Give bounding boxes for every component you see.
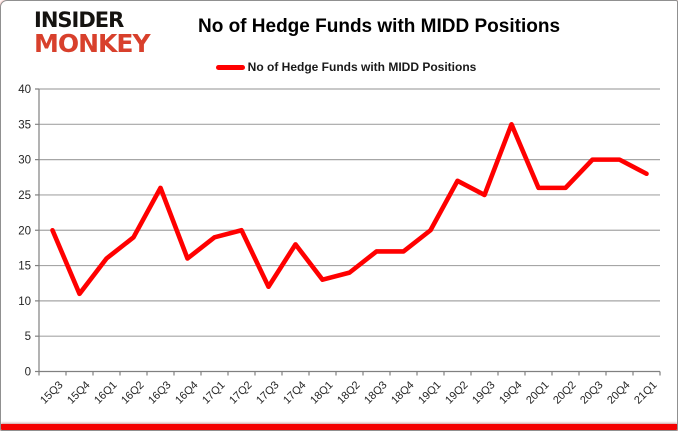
x-axis-label: 17Q3 [254, 379, 282, 407]
y-axis-label: 40 [18, 84, 31, 96]
x-axis-label: 18Q2 [335, 379, 363, 407]
x-axis-label: 18Q1 [308, 379, 336, 407]
logo-text-insider: INSIDER [34, 8, 124, 32]
x-axis-label: 16Q4 [173, 379, 201, 407]
y-axis-label: 0 [25, 367, 31, 379]
y-axis-label: 5 [25, 331, 31, 343]
x-axis-label: 19Q1 [416, 379, 444, 407]
y-axis-label: 30 [18, 155, 31, 167]
y-axis-label: 25 [18, 190, 31, 202]
legend: No of Hedge Funds with MIDD Positions [15, 60, 677, 74]
x-axis-label: 15Q3 [38, 379, 66, 407]
insider-monkey-logo: INSIDER MONKEY [34, 8, 151, 59]
x-axis-label: 20Q1 [524, 379, 552, 407]
x-axis-label: 18Q4 [389, 379, 417, 407]
x-axis-label: 18Q3 [362, 379, 390, 407]
x-axis-label: 16Q1 [92, 379, 120, 407]
legend-line-swatch [215, 64, 245, 70]
x-axis-label: 16Q2 [119, 379, 147, 407]
x-axis-label: 19Q3 [470, 379, 498, 407]
y-axis-label: 10 [18, 296, 31, 308]
x-axis-label: 17Q2 [227, 379, 255, 407]
x-axis-label: 19Q2 [443, 379, 471, 407]
logo-text-monkey: MONKEY [34, 29, 151, 59]
x-axis-label: 20Q2 [551, 379, 579, 407]
y-axis-label: 20 [18, 225, 31, 237]
bottom-red-bar [1, 424, 677, 430]
data-series-line [50, 122, 649, 297]
x-axis-label: 20Q4 [605, 379, 633, 407]
y-axis-label: 15 [18, 261, 31, 273]
legend-label: No of Hedge Funds with MIDD Positions [247, 60, 477, 74]
x-axis-label: 16Q3 [146, 379, 174, 407]
x-axis-label: 19Q4 [497, 379, 525, 407]
x-axis-label: 17Q1 [200, 379, 228, 407]
x-axis-label: 15Q4 [65, 379, 93, 407]
chart-title: No of Hedge Funds with MIDD Positions [197, 16, 561, 37]
x-axis-label: 20Q3 [578, 379, 606, 407]
x-axis-label: 17Q4 [281, 379, 309, 407]
y-axis-label: 35 [18, 119, 31, 131]
x-axis-label: 21Q1 [632, 379, 660, 407]
